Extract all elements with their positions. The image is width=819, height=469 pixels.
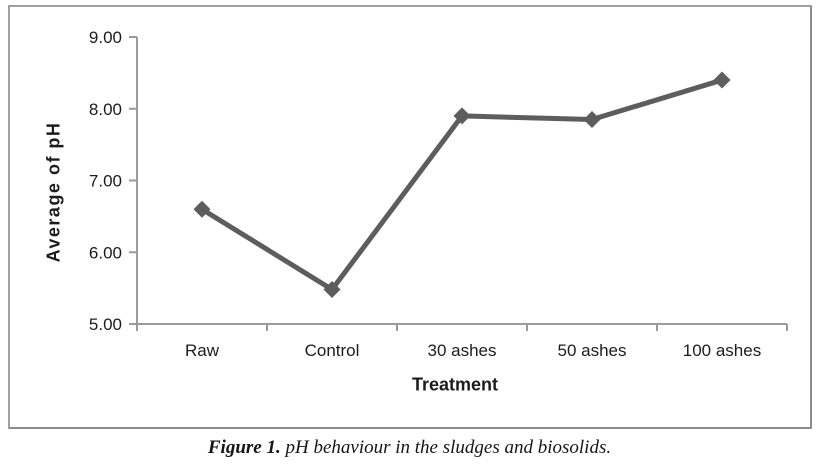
data-point-marker <box>583 111 601 129</box>
x-category-label: Raw <box>185 341 220 360</box>
y-tick-label: 9.00 <box>89 28 122 47</box>
line-chart-plot: 5.00 6.00 7.00 8.00 9.00 Raw Control 30 ashes 50… <box>89 28 788 360</box>
y-tick-label: 7.00 <box>89 172 122 191</box>
chart-frame: Average of pH 5.00 6.00 7.00 8.00 9.00 Raw Con… <box>8 5 812 429</box>
data-point-marker <box>193 200 211 218</box>
y-tick-label: 6.00 <box>89 243 122 262</box>
data-point-marker <box>713 71 731 89</box>
x-category-label: 30 ashes <box>428 341 497 360</box>
figure-caption: Figure 1. pH behaviour in the sludges an… <box>0 437 819 459</box>
data-point-marker <box>453 107 471 125</box>
data-point-marker <box>323 281 341 299</box>
y-tick-label: 8.00 <box>89 100 122 119</box>
x-category-label: Control <box>305 341 360 360</box>
figure-caption-label: Figure 1. <box>207 437 281 458</box>
x-category-label: 100 ashes <box>683 341 761 360</box>
y-tick-label: 5.00 <box>89 315 122 334</box>
figure-caption-text: pH behaviour in the sludges and biosolid… <box>280 437 612 458</box>
x-category-label: 50 ashes <box>558 341 627 360</box>
x-axis-title: Treatment <box>411 374 499 395</box>
